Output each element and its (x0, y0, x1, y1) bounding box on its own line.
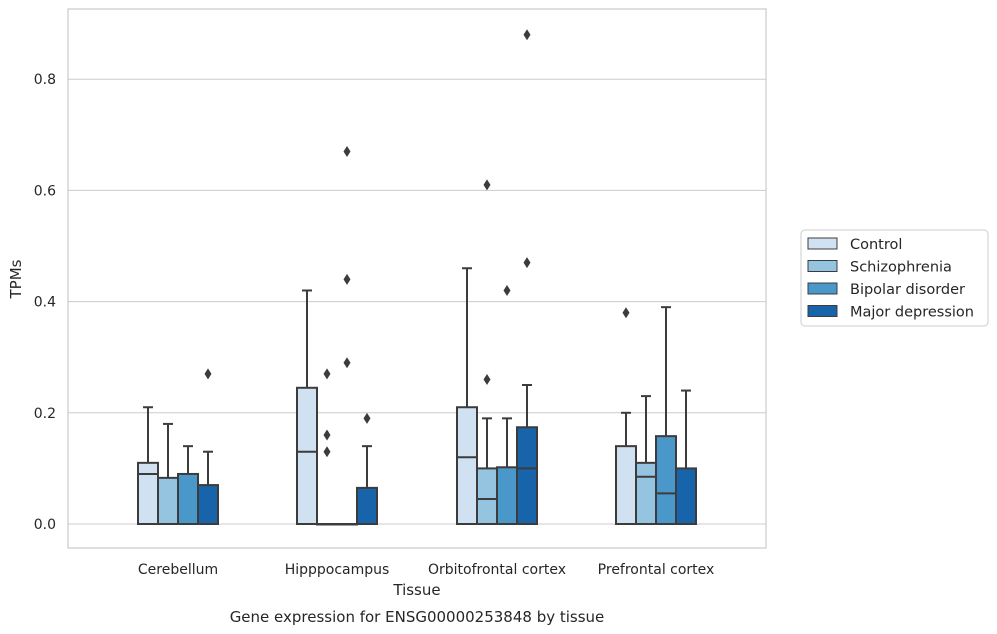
box (476, 179, 498, 525)
box (655, 306, 677, 526)
box (296, 289, 318, 525)
legend-swatch (807, 305, 838, 317)
outlier-point (323, 368, 331, 380)
box (316, 368, 338, 526)
figure-caption: Gene expression for ENSG00000253848 by t… (230, 608, 605, 626)
y-tick-label: 0.0 (34, 517, 56, 533)
box-body (197, 484, 219, 525)
x-tick-label: Prefrontal cortex (598, 562, 715, 578)
box-body (675, 467, 697, 525)
box-body (356, 486, 378, 525)
box-plot-series (137, 29, 697, 526)
outlier-point (622, 307, 630, 319)
outlier-point (523, 29, 531, 41)
box-body (137, 461, 159, 525)
outlier-point (483, 179, 491, 191)
outlier-point (363, 412, 371, 424)
box (516, 29, 538, 526)
y-tick-label: 0.8 (34, 72, 56, 88)
legend-swatch (807, 260, 838, 272)
box-body (476, 467, 498, 525)
y-tick-label: 0.2 (34, 406, 56, 422)
outlier-point (343, 145, 351, 157)
box (635, 395, 657, 525)
box (336, 145, 358, 526)
y-axis-title: TPMs (7, 259, 25, 299)
box (356, 412, 378, 525)
box (197, 368, 219, 525)
box (456, 267, 478, 525)
box-body (157, 476, 179, 525)
box (157, 422, 179, 525)
outlier-point (343, 273, 351, 285)
box-body (615, 445, 637, 525)
box-body (655, 435, 677, 526)
legend-frame (800, 229, 989, 327)
outlier-point (323, 429, 331, 441)
y-axis-ticks: 0.0 0.2 0.4 0.6 0.8 (34, 72, 56, 533)
outlier-point (343, 357, 351, 369)
y-tick-label: 0.4 (34, 295, 56, 311)
plot-frame (67, 8, 767, 549)
x-tick-label: Hipppocampus (285, 562, 390, 578)
box-body (635, 461, 657, 525)
box-body (516, 426, 538, 526)
box (675, 389, 697, 525)
box (496, 284, 518, 525)
box-body (456, 406, 478, 525)
box-body (296, 386, 318, 525)
y-tick-label: 0.6 (34, 183, 56, 199)
legend-label: Control (850, 237, 902, 253)
box-body (177, 472, 199, 525)
box (137, 406, 159, 525)
legend-swatch (807, 282, 838, 295)
legend-label: Bipolar disorder (850, 282, 965, 298)
x-axis-title: Tissue (392, 581, 440, 599)
outlier-point (503, 284, 511, 296)
outlier-point (323, 446, 331, 458)
x-tick-label: Orbitofrontal cortex (428, 562, 566, 578)
box (615, 307, 637, 525)
legend: Control Schizophrenia Bipolar disorder Majo… (800, 229, 989, 327)
x-axis-ticks: Cerebellum Hipppocampus Orbitofrontal cort… (138, 562, 714, 578)
outlier-point (523, 257, 531, 269)
outlier-point (204, 368, 212, 380)
x-tick-label: Cerebellum (138, 562, 218, 578)
legend-label: Major depression (850, 305, 974, 321)
box-body (496, 466, 518, 525)
outlier-point (483, 373, 491, 385)
box (177, 445, 199, 525)
legend-label: Schizophrenia (850, 260, 952, 276)
legend-swatch (807, 237, 838, 250)
